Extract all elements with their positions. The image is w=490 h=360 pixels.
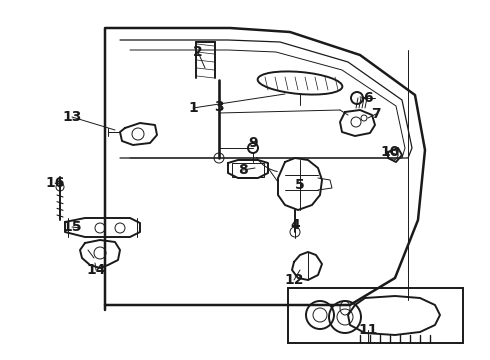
- Circle shape: [132, 128, 144, 140]
- Circle shape: [248, 143, 258, 153]
- Text: 6: 6: [363, 91, 373, 105]
- Bar: [288, 288, 463, 343]
- Text: 3: 3: [214, 100, 224, 114]
- Text: 16: 16: [45, 176, 65, 190]
- Circle shape: [351, 92, 363, 104]
- Circle shape: [115, 223, 125, 233]
- Circle shape: [351, 117, 361, 127]
- Circle shape: [388, 150, 398, 160]
- Text: 13: 13: [62, 110, 82, 124]
- Circle shape: [290, 227, 300, 237]
- Text: 5: 5: [295, 178, 305, 192]
- Circle shape: [95, 223, 105, 233]
- Text: 11: 11: [358, 323, 378, 337]
- Text: 1: 1: [188, 101, 198, 115]
- Text: 4: 4: [290, 218, 300, 232]
- Text: 2: 2: [193, 45, 203, 59]
- Text: 14: 14: [86, 263, 106, 277]
- Text: 7: 7: [371, 107, 381, 121]
- Text: 9: 9: [248, 136, 258, 150]
- Circle shape: [94, 247, 106, 259]
- Bar: [232, 163, 264, 177]
- Text: 12: 12: [284, 273, 304, 287]
- Circle shape: [361, 115, 367, 121]
- Circle shape: [56, 183, 64, 191]
- Circle shape: [214, 153, 224, 163]
- Text: 10: 10: [380, 145, 400, 159]
- Text: 15: 15: [62, 220, 82, 234]
- Text: 8: 8: [238, 163, 248, 177]
